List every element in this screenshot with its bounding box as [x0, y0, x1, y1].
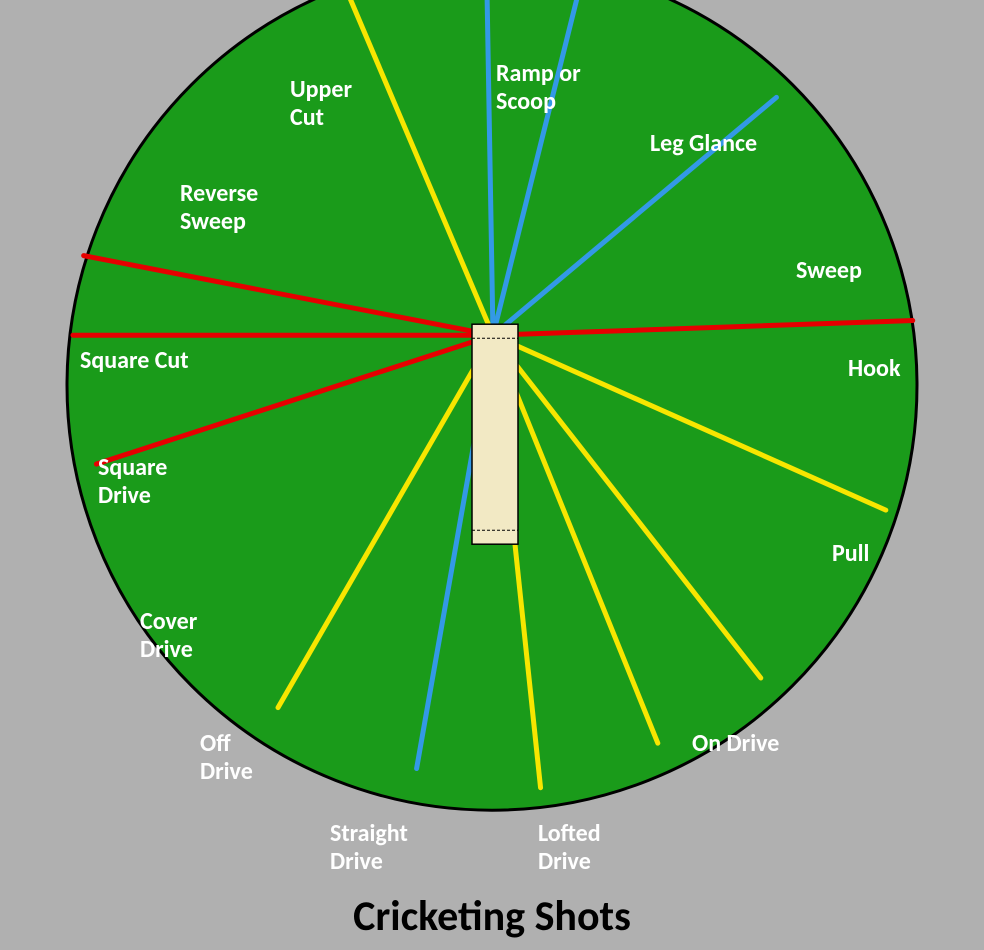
shot-label-straight-drive: Straight Drive [330, 820, 408, 875]
shot-label-sweep: Sweep [796, 257, 862, 285]
shot-label-square-cut: Square Cut [80, 347, 189, 375]
diagram-title: Cricketing Shots [353, 891, 631, 942]
shot-label-on-drive: On Drive [692, 730, 779, 758]
shot-label-hook: Hook [848, 355, 900, 383]
shot-label-ramp-or-scoop: Ramp or Scoop [496, 60, 581, 115]
shot-label-cover-drive: Cover Drive [140, 608, 197, 663]
cricket-field-svg [0, 0, 984, 890]
shot-label-lofted-drive: Lofted Drive [538, 820, 601, 875]
shot-label-leg-glance: Leg Glance [650, 130, 757, 158]
shot-label-upper-cut: Upper Cut [290, 76, 352, 131]
shot-label-reverse-sweep: Reverse Sweep [180, 180, 258, 235]
diagram-container [0, 0, 984, 895]
shot-label-off-drive: Off Drive [200, 730, 253, 785]
shot-label-pull: Pull [832, 540, 869, 568]
shot-label-square-drive: Square Drive [98, 454, 167, 509]
pitch-rect [472, 324, 518, 544]
